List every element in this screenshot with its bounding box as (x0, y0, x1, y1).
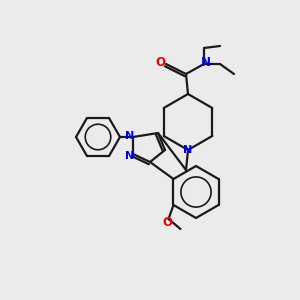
Text: N: N (125, 151, 135, 161)
Text: N: N (183, 145, 193, 155)
Text: O: O (155, 56, 165, 70)
Text: N: N (201, 56, 211, 70)
Text: O: O (163, 217, 172, 230)
Text: N: N (125, 131, 135, 141)
